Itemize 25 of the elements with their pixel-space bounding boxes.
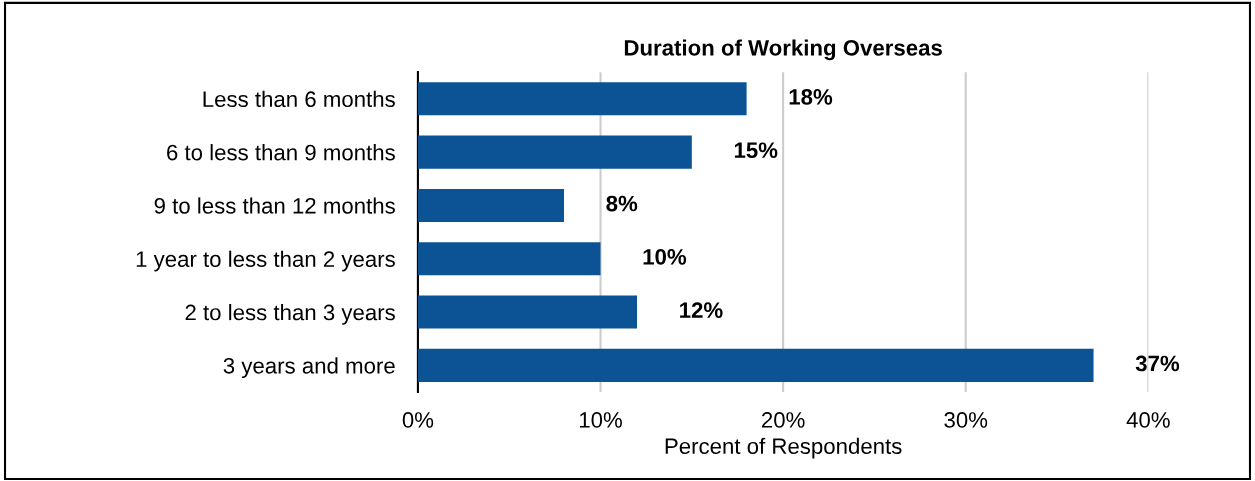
x-axis-title: Percent of Respondents	[665, 437, 902, 459]
x-tick-label: 30%	[944, 412, 988, 428]
bar	[417, 188, 564, 222]
data-label: 12%	[680, 302, 723, 318]
x-tick-label: 20%	[762, 412, 805, 428]
y-tick-label: 6 to less than 9 months	[167, 144, 395, 161]
y-tick-label: 2 to less than 3 years	[185, 304, 395, 325]
data-label: 18%	[789, 89, 833, 105]
y-tick-label: 3 years and more	[223, 357, 395, 379]
bar	[417, 82, 747, 116]
data-label: 10%	[643, 248, 687, 265]
y-tick-label: Less than 6 months	[203, 90, 395, 108]
data-label: 15%	[734, 142, 778, 159]
bar	[417, 135, 692, 169]
bar	[417, 348, 1094, 382]
y-tick-label: 9 to less than 12 months	[154, 197, 395, 214]
data-label: 8%	[606, 195, 638, 212]
x-tick-label: 40%	[1126, 412, 1170, 428]
y-tick-label: 1 year to less than 2 years	[136, 250, 395, 272]
x-tick-label: 10%	[579, 412, 622, 428]
bar	[417, 242, 601, 276]
bar	[417, 295, 638, 329]
chart-title: Duration of Working Overseas	[624, 39, 942, 61]
data-label: 37%	[1135, 355, 1180, 372]
x-tick-label: 0%	[402, 412, 434, 428]
